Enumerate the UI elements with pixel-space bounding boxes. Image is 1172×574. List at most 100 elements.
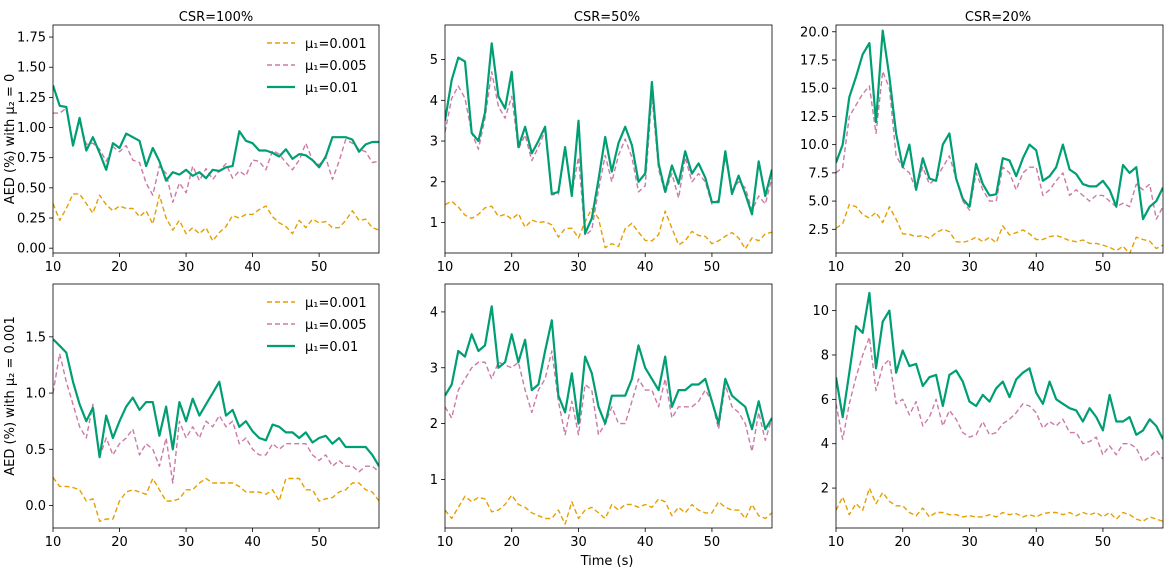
x-tick-label: 20 [503,260,520,275]
y-tick-label: 1.75 [17,31,46,46]
axes-frame [52,24,380,254]
axes-frame [835,24,1164,254]
series-line-3 [836,29,1163,221]
legend-label-1: μ₁=0.001 [305,37,367,52]
x-tick-label: 10 [828,260,845,275]
y-tick-label: 1.00 [17,121,46,136]
x-tick-label: 50 [311,260,328,275]
legend-label-1: μ₁=0.001 [305,296,367,311]
y-tick-label: 3 [430,361,438,376]
y-tick-label: 2.5 [808,223,829,238]
y-tick-label: 4 [821,437,829,452]
series-line-3 [53,338,379,467]
y-tick-label: 1 [430,473,438,488]
y-tick-label: 0.25 [17,212,46,227]
y-tick-label: 10.0 [800,138,829,153]
series-line-2 [445,350,772,453]
series-line-1 [836,203,1163,253]
y-tick-label: 7.5 [808,166,829,181]
x-tick-label: 20 [894,260,911,275]
series-line-2 [445,71,772,237]
legend-label-2: μ₁=0.005 [305,318,367,333]
subplot-1: 10 20 30 40 50 0.00 0.25 0.50 0.75 1.00 1.25 1.50 1.… [17,24,380,275]
y-tick-label: 1.5 [25,330,46,345]
x-tick-label: 10 [437,260,454,275]
subplot-2: 10 20 30 40 50 1 2 3 4 5 [430,24,773,275]
x-tick-label: 40 [637,535,654,550]
subplot-3: 10 20 30 40 50 2.5 5.0 7.5 10.0 12.5 15.0 17.5 20.0 [800,24,1164,275]
y-tick-label: 17.5 [800,53,829,68]
x-tick-label: 40 [244,535,261,550]
col-title-3: CSR=20% [965,10,1031,25]
series-line-2 [53,353,379,484]
x-tick-label: 20 [111,535,128,550]
x-tick-label: 50 [1095,260,1112,275]
axes-frame [52,283,380,529]
series-line-1 [53,476,379,522]
y-tick-label: 0.50 [17,181,46,196]
axes-frame [835,283,1164,529]
y-tick-label: 5.0 [808,195,829,210]
series-line-3 [445,42,772,235]
x-tick-label: 30 [570,260,587,275]
x-tick-label: 40 [244,260,261,275]
y-tick-label: 3 [430,135,438,150]
col-title-1: CSR=100% [179,10,253,25]
x-tick-label: 50 [311,535,328,550]
y-tick-label: 10 [812,304,829,319]
x-tick-label: 40 [637,260,654,275]
x-tick-label: 50 [704,260,721,275]
series-line-3 [836,291,1163,440]
y-tick-label: 5 [430,53,438,68]
subplot-6: 10 20 30 40 50 2 4 6 8 10 [812,283,1164,550]
y-tick-label: 8 [821,348,829,363]
x-tick-label: 40 [1028,260,1045,275]
x-axis-label: Time (s) [580,554,634,569]
y-tick-label: 2 [430,175,438,190]
y-tick-label: 1 [430,216,438,231]
x-tick-label: 30 [961,260,978,275]
subplots: 10 20 30 40 50 0.00 0.25 0.50 0.75 1.00 1.25 1.50 1.… [17,24,1164,550]
y-tick-label: 0.5 [25,443,46,458]
series-line-2 [836,70,1163,220]
x-tick-label: 20 [111,260,128,275]
x-tick-label: 30 [961,535,978,550]
y-tick-label: 12.5 [800,110,829,125]
series-line-1 [445,200,772,250]
x-tick-label: 10 [828,535,845,550]
series-line-2 [53,107,379,204]
y-tick-label: 1.0 [25,387,46,402]
subplot-5: 10 20 30 40 50 1 2 3 4 [430,283,773,550]
x-tick-label: 20 [503,535,520,550]
row-ylabel-2: AED (%) with μ₂ = 0.001 [3,316,18,475]
y-tick-label: 15.0 [800,82,829,97]
y-tick-label: 6 [821,393,829,408]
series-line-3 [445,305,772,431]
x-tick-label: 50 [1095,535,1112,550]
y-tick-label: 0.0 [25,499,46,514]
y-tick-label: 1.50 [17,61,46,76]
y-tick-label: 4 [430,94,438,109]
legend-label-3: μ₁=0.01 [305,81,358,96]
x-tick-label: 10 [45,535,62,550]
x-tick-label: 10 [45,260,62,275]
subplot-4: 10 20 30 40 50 0.0 0.5 1.0 1.5 μ₁=0.001 μ₁=0.005 μ₁… [25,283,380,550]
legend-label-3: μ₁=0.01 [305,340,358,355]
col-title-2: CSR=50% [574,10,640,25]
series-line-1 [53,193,379,242]
row-ylabel-1: AED (%) with μ₂ = 0 [3,74,18,205]
legend-label-2: μ₁=0.005 [305,59,367,74]
x-tick-label: 40 [1028,535,1045,550]
x-tick-label: 20 [894,535,911,550]
x-tick-label: 50 [704,535,721,550]
series-line-2 [836,336,1163,463]
y-tick-label: 0.75 [17,151,46,166]
y-tick-label: 4 [430,305,438,320]
axes-frame [444,24,773,254]
axes-frame [444,283,773,529]
y-tick-label: 20.0 [800,25,829,40]
y-tick-label: 1.25 [17,91,46,106]
y-tick-label: 2 [430,417,438,432]
x-tick-label: 30 [570,535,587,550]
